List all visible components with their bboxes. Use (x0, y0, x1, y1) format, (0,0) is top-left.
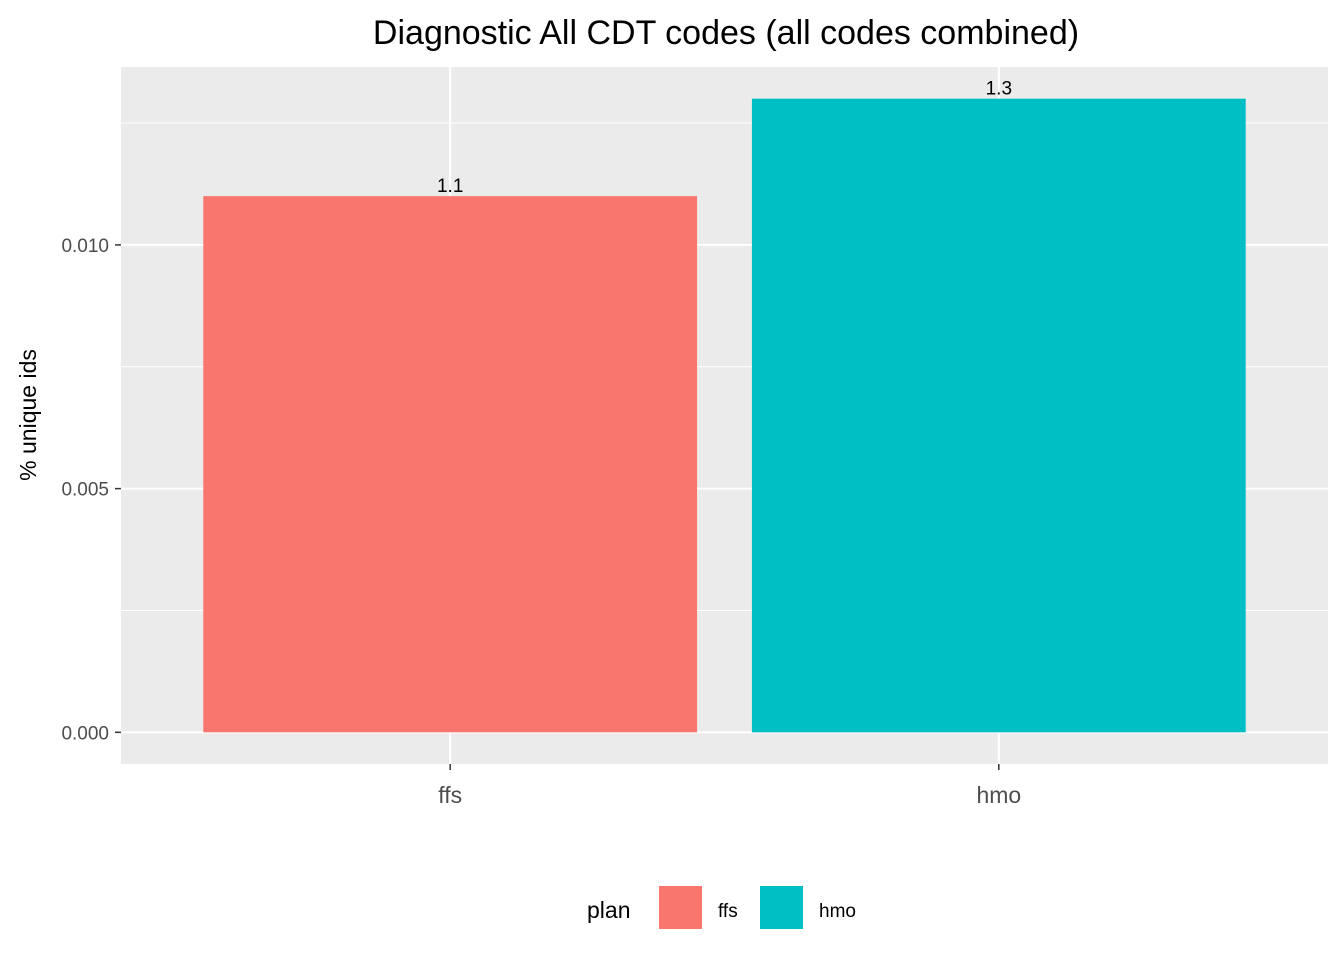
y-tick-label: 0.005 (61, 480, 109, 501)
legend: plan ffs hmo (587, 886, 856, 929)
x-tick-label-hmo: hmo (976, 782, 1021, 808)
bar-hmo (751, 98, 1246, 733)
data-label-ffs: 1.1 (437, 176, 463, 197)
bar-ffs (203, 196, 698, 733)
chart-title: Diagnostic All CDT codes (all codes comb… (373, 14, 1079, 52)
legend-label-ffs: ffs (718, 901, 738, 922)
legend-label-hmo: hmo (819, 901, 856, 922)
y-axis-title: % unique ids (15, 349, 41, 481)
x-tick-label-ffs: ffs (438, 782, 462, 808)
y-tick-label: 0.010 (61, 236, 109, 257)
y-axis: 0.000 0.005 0.010 (61, 236, 121, 744)
data-labels: 1.1 1.3 (437, 79, 1012, 197)
legend-key-ffs (659, 886, 702, 929)
legend-title: plan (587, 897, 630, 923)
data-label-hmo: 1.3 (986, 79, 1012, 100)
x-axis: ffs hmo (438, 764, 1021, 808)
bars (203, 98, 1246, 733)
y-tick-label: 0.000 (61, 723, 109, 744)
legend-key-hmo (760, 886, 803, 929)
